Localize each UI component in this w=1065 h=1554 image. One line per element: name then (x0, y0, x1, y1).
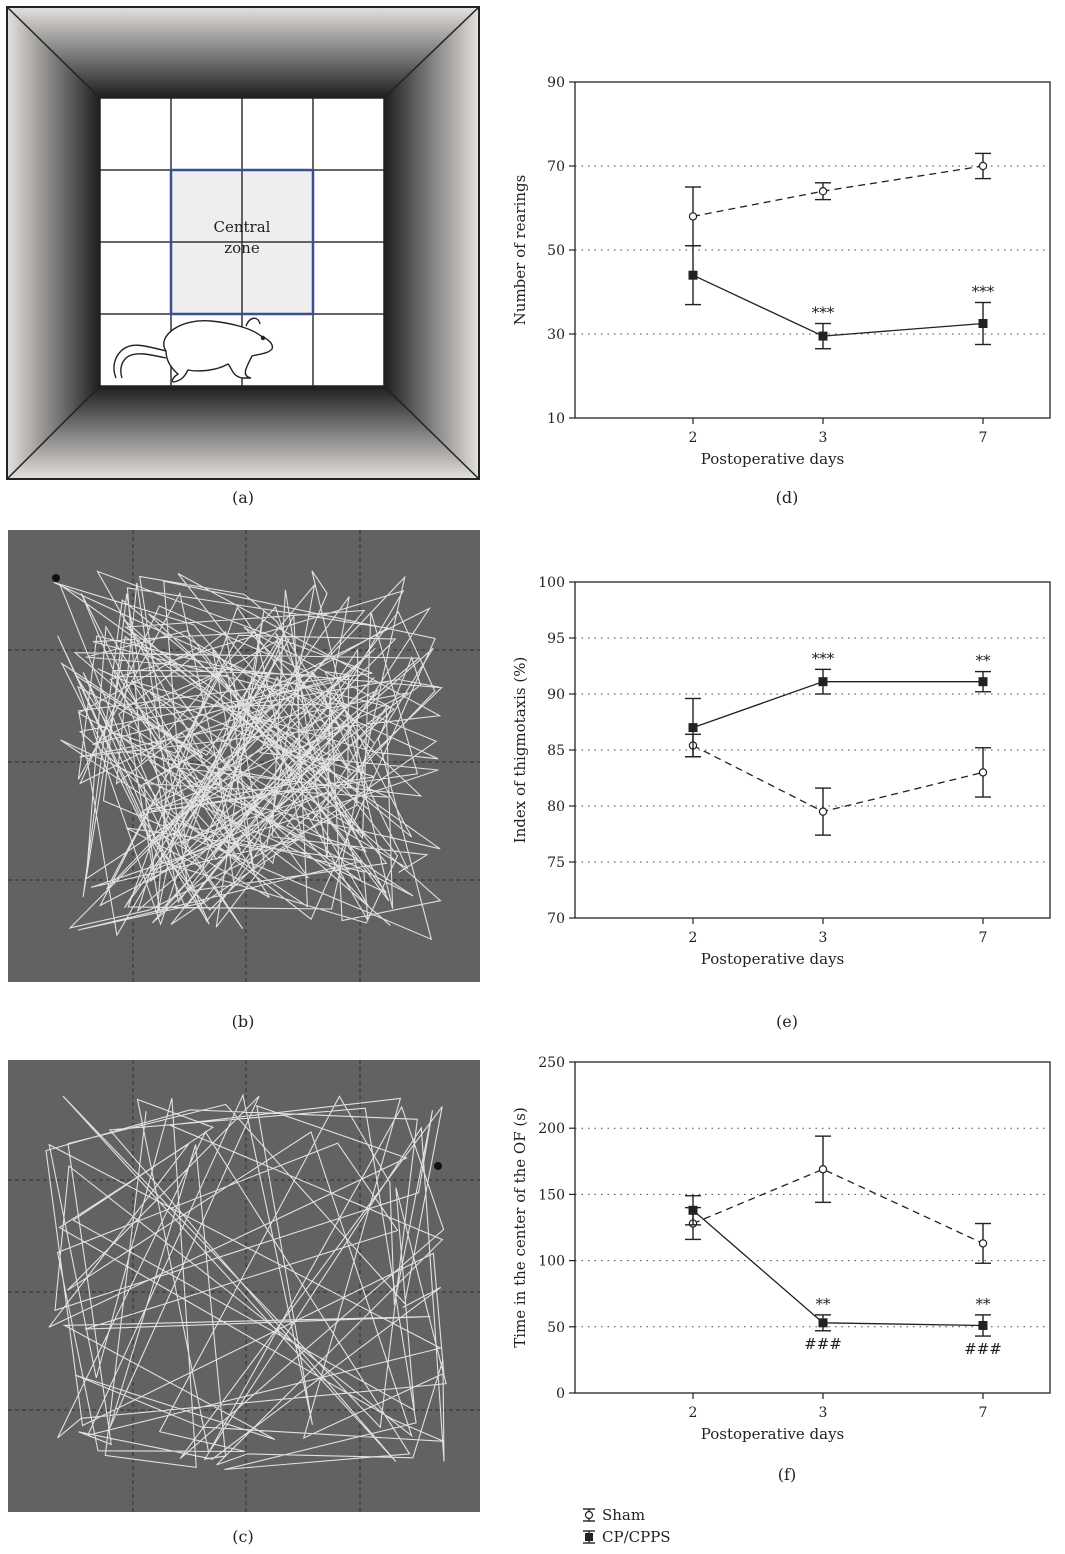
y-tick-label: 90 (547, 75, 565, 91)
x-tick-label: 3 (819, 1405, 828, 1421)
series-line-cp (692, 1209, 984, 1327)
central-zone-border (169, 168, 315, 316)
chart-f: 0 50 100 150 200 250 2 3 7 Postoperative days Time… (500, 1050, 1065, 1465)
point-sham (978, 1239, 988, 1248)
track-start-dot (52, 574, 60, 582)
chart-e: 70 75 80 85 90 95 100 2 3 7 Postoperative days Inde… (500, 570, 1065, 990)
central-label-1: Central (214, 218, 271, 236)
x-tick-label: 7 (979, 430, 988, 446)
legend: Sham CP/CPPS (580, 1504, 671, 1548)
y-axis-label: Index of thigmotaxis (%) (511, 657, 529, 844)
x-axis-label: Postoperative days (701, 950, 845, 968)
point-cp (978, 319, 988, 328)
point-cp (688, 270, 698, 280)
x-tick-label: 3 (819, 430, 828, 446)
track-plot-c (8, 1060, 480, 1512)
chart-d: 10 30 50 70 90 2 3 7 Postoperative days Number of… (500, 70, 1065, 490)
caption-c: (c) (232, 1527, 254, 1546)
series-line-sham (692, 744, 984, 813)
y-tick-label: 100 (538, 1254, 565, 1270)
arena-wall-top (6, 6, 480, 98)
y-axis-label: Time in the center of the OF (s) (511, 1107, 529, 1348)
caption-f: (f) (777, 1465, 797, 1484)
point-sham (818, 1165, 828, 1174)
y-tick-label: 200 (538, 1121, 565, 1137)
filled-square-icon (583, 1530, 595, 1544)
series-line-sham (692, 1168, 984, 1244)
y-tick-label: 85 (547, 743, 565, 759)
central-label-2: zone (224, 239, 260, 257)
track-plot-b (8, 530, 480, 982)
legend-cp: CP/CPPS (580, 1526, 671, 1548)
y-tick-label: 50 (547, 1320, 565, 1336)
significance-marker: ### (804, 1335, 842, 1353)
point-sham (688, 212, 698, 221)
track-start-dot (434, 1162, 442, 1170)
open-circle-icon (583, 1508, 595, 1522)
y-tick-label: 70 (547, 911, 565, 927)
arena-diagram: Central zone (5, 5, 481, 481)
point-cp (688, 1205, 698, 1215)
y-tick-label: 0 (556, 1386, 565, 1402)
y-axis-label: Number of rearings (511, 175, 529, 326)
legend-sham: Sham (580, 1504, 671, 1526)
legend-sham-label: Sham (602, 1506, 646, 1524)
x-tick-label: 2 (689, 430, 698, 446)
y-tick-label: 95 (547, 631, 565, 647)
significance-marker: ** (976, 1295, 992, 1313)
y-tick-label: 10 (547, 411, 565, 427)
point-sham (818, 186, 828, 196)
y-tick-label: 100 (538, 575, 565, 591)
plot-frame (574, 1061, 1051, 1394)
point-cp (978, 1320, 988, 1330)
y-tick-label: 30 (547, 327, 565, 343)
significance-marker: *** (972, 283, 995, 301)
y-tick-label: 50 (547, 243, 565, 259)
arena-wall-right (384, 6, 480, 480)
series-line-cp (692, 274, 984, 337)
point-cp (818, 677, 828, 687)
y-tick-label: 150 (538, 1187, 565, 1203)
y-tick-label: 90 (547, 687, 565, 703)
y-tick-label: 75 (547, 855, 565, 871)
arena-wall-bottom (6, 386, 480, 480)
arena-wall-left (6, 6, 100, 480)
significance-marker: ** (976, 652, 992, 670)
x-axis-label: Postoperative days (701, 1425, 845, 1443)
x-tick-label: 7 (979, 1405, 988, 1421)
series-line-cp (692, 681, 983, 729)
point-sham (978, 161, 988, 171)
significance-marker: ### (964, 1340, 1002, 1358)
caption-d: (d) (775, 488, 799, 507)
y-tick-label: 250 (538, 1055, 565, 1071)
legend-cp-label: CP/CPPS (602, 1528, 671, 1546)
point-sham (978, 768, 988, 777)
caption-a: (a) (231, 488, 255, 507)
caption-b: (b) (231, 1012, 255, 1031)
movement-track (45, 1093, 447, 1471)
y-tick-label: 70 (547, 159, 565, 175)
point-cp (818, 1318, 828, 1328)
x-tick-label: 2 (689, 1405, 698, 1421)
significance-marker: ** (816, 1295, 832, 1313)
caption-e: (e) (776, 1012, 798, 1031)
point-sham (818, 807, 828, 816)
significance-marker: *** (812, 649, 835, 667)
x-tick-label: 2 (689, 930, 698, 946)
series-line-sham (692, 165, 984, 218)
movement-track (53, 570, 443, 941)
rat-icon (113, 317, 274, 383)
y-tick-label: 80 (547, 799, 565, 815)
x-tick-label: 7 (979, 930, 988, 946)
significance-marker: *** (812, 304, 835, 322)
point-cp (818, 331, 828, 341)
point-cp (978, 677, 988, 687)
x-tick-label: 3 (819, 930, 828, 946)
point-cp (688, 723, 698, 733)
x-axis-label: Postoperative days (701, 450, 845, 468)
